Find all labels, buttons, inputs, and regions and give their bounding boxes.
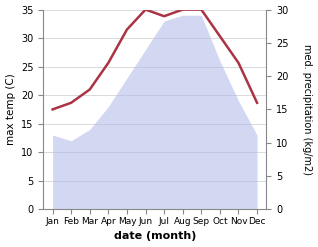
Y-axis label: max temp (C): max temp (C) <box>5 74 16 145</box>
X-axis label: date (month): date (month) <box>114 231 196 242</box>
Y-axis label: med. precipitation (kg/m2): med. precipitation (kg/m2) <box>302 44 313 175</box>
